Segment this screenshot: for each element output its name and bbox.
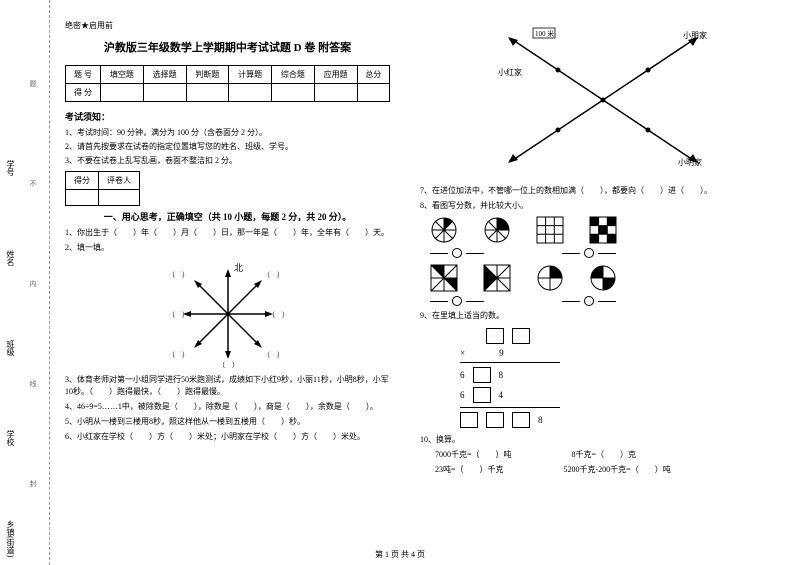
compare-circle-icon — [452, 296, 462, 306]
compass-diagram: 北 （ ） （ ） （ ） （ ） （ ） （ ） （ ） — [168, 259, 288, 369]
blank-box-icon — [486, 328, 504, 344]
question-8: 8、看图写分数，并比较大小。 — [420, 200, 785, 212]
compare-circle-icon — [452, 248, 462, 258]
notice-item: 1、考试时间：90 分钟，满分为 100 分（含卷面分 2 分）。 — [65, 127, 390, 138]
score-header: 计算题 — [229, 66, 272, 84]
page-footer: 第 1 页 共 4 页 — [0, 549, 800, 560]
fraction-diagrams — [430, 216, 785, 306]
blank-box-icon — [473, 367, 491, 383]
grading-cell: 得分 — [66, 171, 99, 189]
compare-circle-icon — [584, 296, 594, 306]
question-3: 3、体育老师对第一小组同学进行50米跑测试，成绩如下小红9秒，小丽11秒，小明8… — [65, 374, 390, 398]
fraction-grid-icon — [536, 216, 564, 244]
binding-inner: 题 — [28, 80, 38, 87]
blank-box-icon — [460, 412, 478, 428]
binding-label: 学校 — [5, 430, 16, 446]
fraction-triangle-icon — [483, 264, 511, 292]
svg-text:100 米: 100 米 — [535, 29, 554, 38]
blank-box-icon — [512, 412, 530, 428]
fraction-pie-icon — [589, 264, 617, 292]
digit: 8 — [499, 370, 504, 380]
score-header: 总分 — [357, 66, 389, 84]
binding-label: 学号 — [5, 160, 16, 176]
conversion-item: 5200千克-200千克=（ ）吨 — [564, 464, 671, 476]
fraction-circle-icon — [430, 216, 458, 244]
mult-sign: × — [460, 348, 465, 358]
svg-text:（ ）: （ ） — [268, 311, 288, 319]
compare-circle-icon — [584, 248, 594, 258]
binding-label: 班级 — [5, 340, 16, 356]
notice-title: 考试须知： — [65, 110, 390, 123]
binding-inner: 线 — [28, 380, 38, 387]
svg-text:（ ）: （ ） — [263, 271, 284, 279]
svg-text:（ ）: （ ） — [168, 351, 189, 359]
score-header: 选择题 — [143, 66, 186, 84]
digit: 4 — [499, 390, 504, 400]
svg-text:小明家: 小明家 — [678, 157, 702, 167]
right-column: 100 米 小朋家 小红家 小明家 7、在进位加法中，不管哪一位上的数相加满（ … — [405, 0, 800, 565]
section-title: 一、用心思考，正确填空（共 10 小题，每题 2 分，共 20 分）。 — [65, 210, 390, 223]
svg-text:（ ）: （ ） — [168, 311, 189, 319]
score-header: 判断题 — [186, 66, 229, 84]
notice-item: 3、不要在试卷上乱写乱画，卷面不整洁扣 2 分。 — [65, 155, 390, 166]
blank-box-icon — [512, 328, 530, 344]
left-column: 绝密★启用前 沪教版三年级数学上学期期中考试试题 D 卷 附答案 题 号 填空题… — [50, 0, 405, 565]
question-5: 5、小明从一楼到三楼用8秒，照这样他从一楼到五楼用（ ）秒。 — [65, 416, 390, 428]
svg-text:（ ）: （ ） — [218, 361, 239, 369]
svg-text:（ ）: （ ） — [263, 351, 284, 359]
score-table: 题 号 填空题 选择题 判断题 计算题 综合题 应用题 总分 得 分 — [65, 65, 390, 102]
binding-inner: 不 — [28, 180, 38, 187]
svg-text:小红家: 小红家 — [498, 67, 522, 77]
digit: 8 — [538, 415, 543, 425]
fraction-grid-icon — [589, 216, 617, 244]
question-4: 4、46÷9=5……1中，被除数是（ ），除数是（ ），商是（ ），余数是（ ）… — [65, 401, 390, 413]
question-9: 9、在里填上适当的数。 — [420, 310, 785, 322]
secret-label: 绝密★启用前 — [65, 20, 390, 31]
question-2: 2、填一填。 — [65, 242, 390, 254]
question-7: 7、在进位加法中，不管哪一位上的数相加满（ ），都要向（ ）进（ ）。 — [420, 185, 785, 197]
conversion-item: 23吨=（ ）千克 — [435, 464, 504, 476]
fraction-pie-icon — [536, 264, 564, 292]
score-header: 填空题 — [100, 66, 143, 84]
exam-title: 沪教版三年级数学上学期期中考试试题 D 卷 附答案 — [65, 39, 390, 55]
star-diagram: 100 米 小朋家 小红家 小明家 — [483, 20, 723, 180]
conversion-item: 8千克=（ ）克 — [572, 449, 637, 461]
blank-box-icon — [486, 412, 504, 428]
svg-text:（ ）: （ ） — [168, 271, 189, 279]
grading-cell: 评卷人 — [99, 171, 140, 189]
question-1: 1、你出生于（ ）年（ ）月（ ）日，那一年是（ ）年，全年有（ ）天。 — [65, 227, 390, 239]
score-header: 应用题 — [314, 66, 357, 84]
binding-margin: 乡镇(街道) 学校 班级 姓名 学号 封 线 内 不 题 — [0, 0, 50, 565]
fraction-circle-icon — [483, 216, 511, 244]
question-10: 10、换算。 — [420, 434, 785, 446]
notice-item: 2、请首先按要求在试卷的指定位置填写您的姓名、班级、学号。 — [65, 141, 390, 152]
binding-label: 姓名 — [5, 250, 16, 266]
calculation-block: × 9 6 8 6 4 8 — [460, 328, 785, 428]
grading-table: 得分评卷人 — [65, 171, 140, 206]
svg-text:北: 北 — [234, 263, 243, 273]
svg-text:小朋家: 小朋家 — [683, 30, 707, 40]
digit: 9 — [499, 348, 504, 358]
binding-inner: 封 — [28, 480, 38, 487]
question-6: 6、小红家在学校（ ）方（ ）米处；小明家在学校（ ）方（ ）米处。 — [65, 431, 390, 443]
score-header: 题 号 — [66, 66, 101, 84]
score-row-label: 得 分 — [66, 84, 101, 102]
score-header: 综合题 — [272, 66, 315, 84]
binding-inner: 内 — [28, 280, 38, 287]
blank-box-icon — [473, 387, 491, 403]
digit: 6 — [460, 390, 465, 400]
fraction-triangle-icon — [430, 264, 458, 292]
digit: 6 — [460, 370, 465, 380]
conversion-item: 7000千克=（ ）吨 — [435, 449, 512, 461]
